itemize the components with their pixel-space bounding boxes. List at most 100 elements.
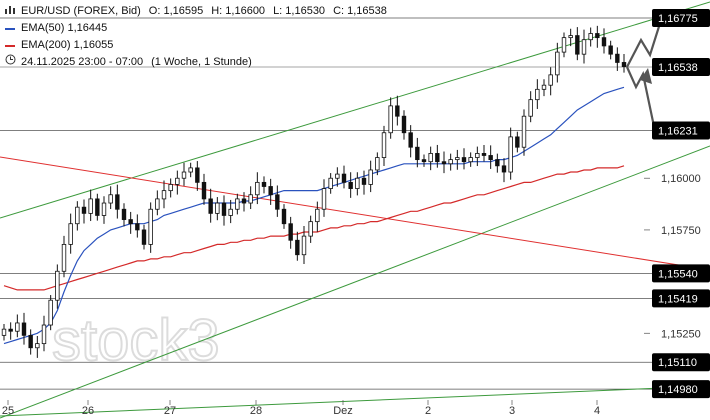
- candle-body: [281, 208, 287, 225]
- level-box: [652, 9, 710, 27]
- candle-body: [235, 198, 240, 210]
- candle-body: [201, 181, 207, 200]
- candle-body: [161, 190, 167, 200]
- candle-body: [221, 202, 227, 216]
- candle-body: [121, 208, 127, 220]
- candle-body: [501, 165, 507, 173]
- legend-ema200: EMA(200) 1,16055: [21, 39, 114, 51]
- candle-body: [301, 235, 307, 256]
- x-tick-label: 2: [425, 405, 431, 417]
- horizontal-levels: [0, 17, 652, 390]
- x-tick-label: 4: [594, 405, 600, 417]
- candle-body: [561, 37, 567, 53]
- x-tick-label: 25: [2, 405, 14, 417]
- candle-body: [555, 51, 560, 76]
- candle-body: [288, 223, 293, 241]
- x-tick-label: 27: [164, 405, 176, 417]
- candle-body: [101, 202, 107, 216]
- candle-body: [335, 173, 340, 179]
- ema50-swatch: [5, 27, 15, 30]
- legend-open: O: 1,16595: [148, 5, 204, 17]
- candle-body: [208, 198, 213, 214]
- legend-time-row: 24.11.2025 23:00 - 07:00 (1 Woche, 1 Stu…: [4, 54, 387, 71]
- candle-body: [248, 194, 253, 204]
- candle-body: [95, 198, 100, 216]
- ema50-line: [3, 86, 625, 345]
- candle-body: [441, 161, 447, 165]
- candle-body: [308, 221, 313, 237]
- legend-high: H: 1,16600: [211, 5, 266, 17]
- candle-body: [295, 239, 300, 256]
- candle-body: [75, 206, 80, 225]
- candle-body: [195, 167, 200, 183]
- candle-body: [1, 328, 7, 336]
- candle-body: [48, 299, 53, 326]
- bearish-projection-path: [625, 66, 658, 137]
- candle-body: [35, 343, 40, 349]
- y-tick-label: 1,16000: [661, 173, 701, 185]
- arrow-head: [640, 68, 652, 84]
- x-tick-label: 28: [250, 405, 262, 417]
- candle-body: [535, 88, 540, 101]
- candle-body: [241, 198, 247, 204]
- candle-body: [348, 181, 353, 189]
- candle-body: [135, 223, 140, 231]
- x-tick-label: Dez: [333, 405, 353, 417]
- candle-body: [601, 37, 607, 47]
- candle-body: [608, 45, 613, 55]
- price-level-boxes: 1,16775 1,16231 1,15540 1,15419 1,15110 1,149…: [652, 9, 710, 399]
- candle-body: [528, 99, 533, 117]
- level-box: [652, 353, 710, 372]
- legend-timerange: 24.11.2025 23:00 - 07:00: [21, 56, 144, 68]
- candle-body: [508, 136, 513, 173]
- candle-body: [88, 198, 93, 214]
- candle-body: [381, 132, 387, 158]
- candle-body: [275, 194, 280, 210]
- candle-body: [15, 322, 20, 332]
- candle-body: [468, 157, 473, 163]
- ema-lines: [3, 86, 625, 345]
- candle-body: [41, 324, 47, 345]
- candle-body: [188, 167, 193, 173]
- clock-icon: [4, 54, 16, 71]
- candle-body: [341, 173, 347, 183]
- candle-body: [621, 62, 627, 67]
- candle-body: [588, 33, 593, 41]
- candle-body: [61, 243, 67, 272]
- candle-body: [408, 132, 413, 148]
- candle-body: [448, 159, 453, 165]
- candle-body: [461, 157, 467, 163]
- candle-body: [575, 35, 580, 55]
- y-tick-label: 1,15250: [661, 328, 701, 340]
- candle-body: [395, 105, 400, 117]
- bullish-projection-path: [626, 16, 664, 68]
- level-box: [652, 289, 710, 308]
- candle-body: [8, 328, 13, 332]
- candle-body: [148, 208, 153, 245]
- level-label: 1,15540: [658, 268, 698, 280]
- candle-body: [168, 184, 173, 192]
- level-label: 1,14980: [658, 384, 698, 396]
- candle-body: [228, 208, 233, 216]
- candle-body: [155, 198, 160, 210]
- level-label: 1,15110: [658, 357, 697, 369]
- level-label: 1,15419: [658, 293, 698, 305]
- long-term-support-line: [0, 385, 710, 417]
- candle-body: [615, 53, 620, 63]
- current-price-label: 1,16538: [658, 62, 698, 74]
- legend-close: C: 1,16538: [333, 5, 387, 17]
- candle-body: [268, 186, 273, 196]
- channel-lower-line: [0, 145, 710, 419]
- current-price-box: [652, 58, 710, 76]
- ema200-line: [3, 165, 625, 291]
- candle-body: [181, 171, 187, 179]
- candle-body: [428, 153, 433, 163]
- watermark: stock3: [52, 308, 220, 373]
- candle-body: [328, 177, 333, 189]
- x-tick-label: 26: [82, 405, 94, 417]
- candle-body: [368, 169, 373, 185]
- downtrend-line: [0, 156, 710, 271]
- candle-body: [521, 115, 527, 148]
